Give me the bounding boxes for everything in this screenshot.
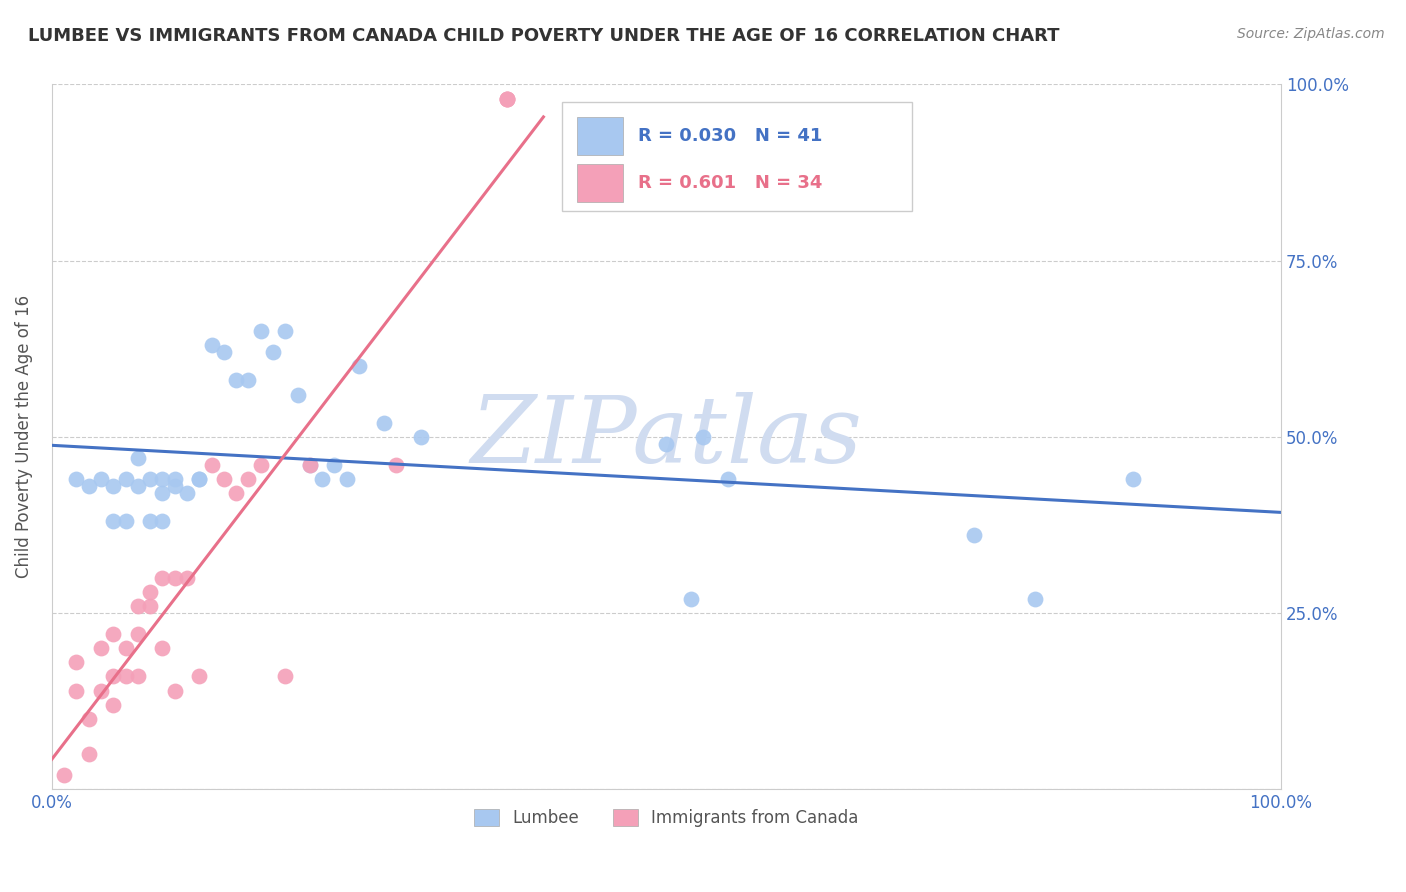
Point [347,359,370,374]
Point [249,458,271,472]
Point [679,591,702,606]
Point [90,683,112,698]
Point [163,683,186,698]
Point [65,472,87,486]
FancyBboxPatch shape [576,117,623,155]
Point [150,515,173,529]
Point [114,641,136,656]
Point [114,472,136,486]
Point [103,669,125,683]
Point [127,450,149,465]
Point [127,599,149,613]
Point [114,669,136,683]
Point [655,437,678,451]
Text: R = 0.601   N = 34: R = 0.601 N = 34 [638,174,823,192]
Point [212,345,235,359]
Point [176,486,198,500]
Point [77,479,100,493]
Point [692,430,714,444]
Point [103,479,125,493]
Point [495,91,517,105]
Point [163,571,186,585]
Point [717,472,740,486]
Point [77,712,100,726]
Text: Source: ZipAtlas.com: Source: ZipAtlas.com [1237,27,1385,41]
Point [127,479,149,493]
Y-axis label: Child Poverty Under the Age of 16: Child Poverty Under the Age of 16 [15,295,32,578]
Point [200,338,222,352]
Point [249,324,271,338]
Point [495,91,517,105]
Point [90,472,112,486]
Point [373,416,395,430]
Point [53,768,76,782]
Point [77,747,100,761]
Point [65,683,87,698]
Point [385,458,408,472]
Point [103,698,125,712]
Point [150,571,173,585]
Point [323,458,346,472]
Point [212,472,235,486]
Point [963,528,986,542]
Point [262,345,284,359]
Text: ZIPatlas: ZIPatlas [471,392,862,482]
Point [188,669,211,683]
Point [1122,472,1144,486]
Point [1024,591,1046,606]
Point [163,472,186,486]
Point [65,656,87,670]
FancyBboxPatch shape [576,164,623,202]
Text: R = 0.030   N = 41: R = 0.030 N = 41 [638,127,823,145]
Text: LUMBEE VS IMMIGRANTS FROM CANADA CHILD POVERTY UNDER THE AGE OF 16 CORRELATION C: LUMBEE VS IMMIGRANTS FROM CANADA CHILD P… [28,27,1060,45]
Point [298,458,321,472]
Point [139,599,162,613]
Point [150,486,173,500]
Point [150,472,173,486]
Point [274,669,297,683]
Legend: Lumbee, Immigrants from Canada: Lumbee, Immigrants from Canada [468,802,865,834]
Point [150,641,173,656]
Point [90,641,112,656]
Point [103,515,125,529]
Point [238,374,260,388]
Point [225,374,247,388]
Point [298,458,321,472]
Point [495,91,517,105]
Point [114,515,136,529]
Point [238,472,260,486]
Point [188,472,211,486]
Point [287,387,309,401]
Point [409,430,432,444]
Point [163,479,186,493]
Point [127,627,149,641]
Point [274,324,297,338]
Point [188,472,211,486]
Point [103,627,125,641]
Point [336,472,359,486]
Point [225,486,247,500]
Point [311,472,333,486]
Point [176,571,198,585]
Point [139,585,162,599]
Point [139,472,162,486]
FancyBboxPatch shape [562,102,912,211]
Point [127,669,149,683]
Point [139,515,162,529]
Point [200,458,222,472]
